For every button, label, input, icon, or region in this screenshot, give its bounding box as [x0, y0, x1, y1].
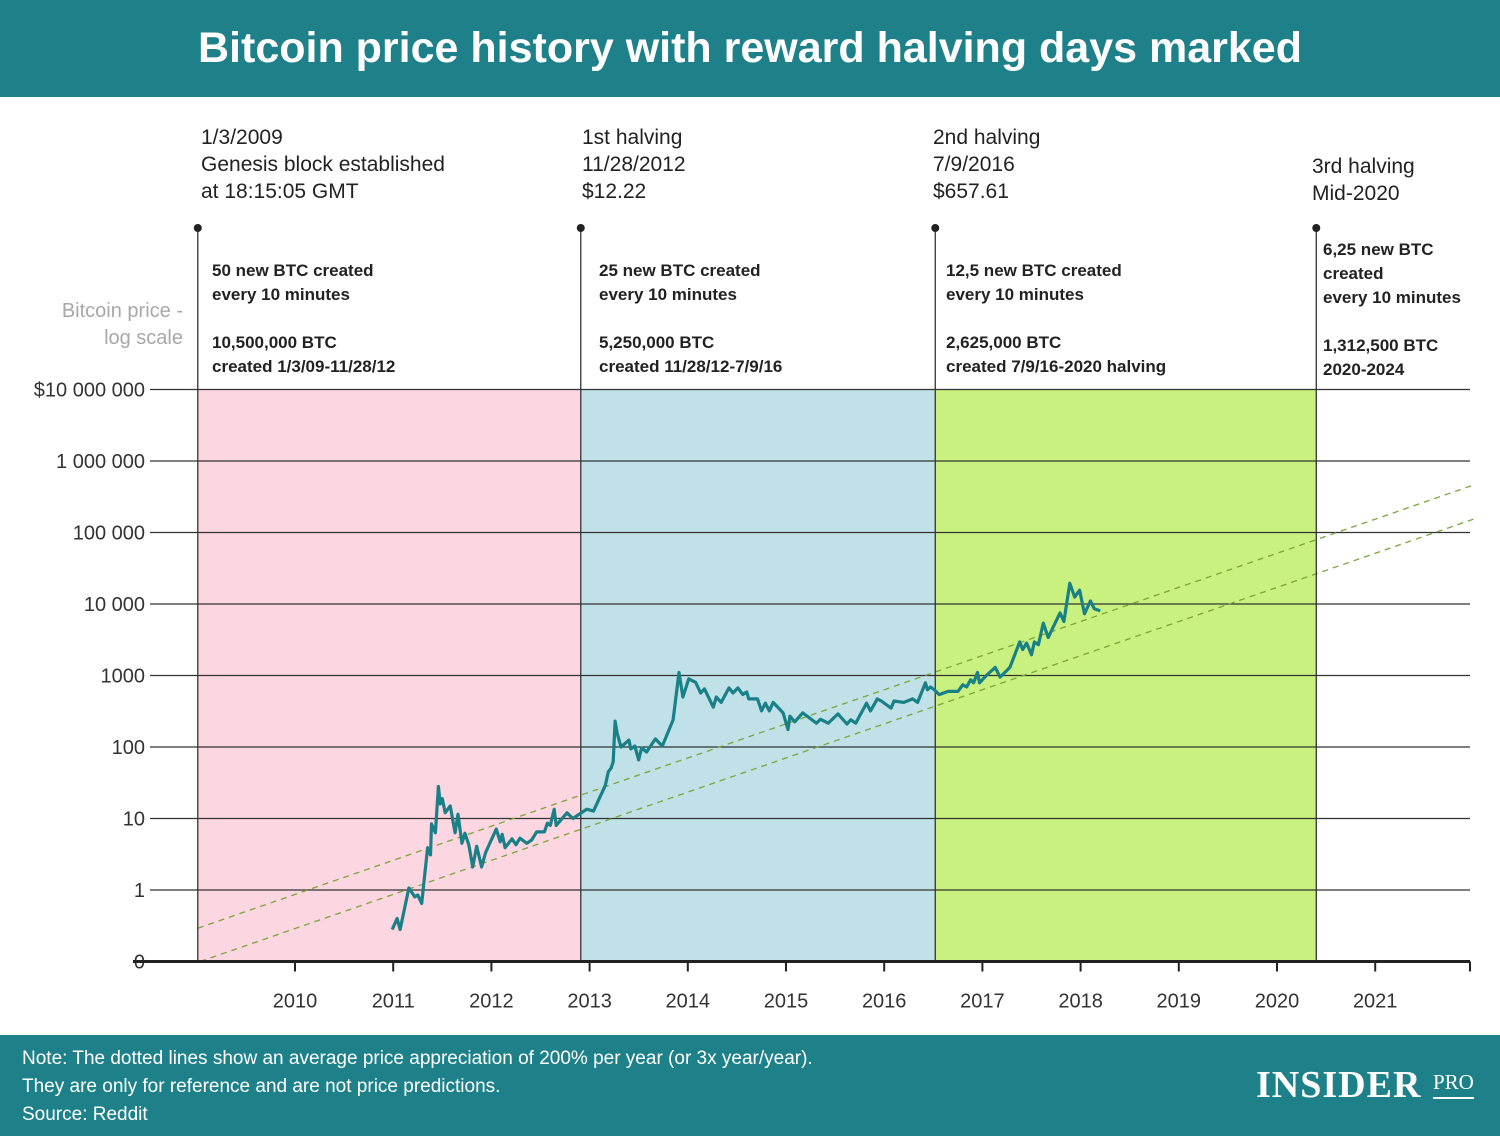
y-axis-title-line: log scale [104, 327, 183, 349]
era-detail-line: every 10 minutes [212, 285, 350, 304]
x-tick-label: 2021 [1353, 991, 1398, 1013]
era-detail-line: created 1/3/09-11/28/12 [212, 357, 396, 376]
era-4-heading: 3rd halving Mid-2020 [1312, 153, 1415, 207]
footnote: Note: The dotted lines show an average p… [22, 1045, 813, 1129]
era-detail-line: 50 new BTC created [212, 261, 374, 280]
event-markers [193, 224, 1321, 962]
y-tick-label: 1 000 000 [56, 451, 145, 473]
price-series [390, 581, 1101, 932]
event-marker-dot [193, 224, 202, 232]
event-marker-dot [576, 224, 585, 232]
x-tick-label: 2020 [1255, 991, 1300, 1013]
era-heading-line: Mid-2020 [1312, 182, 1400, 205]
era-heading-line: 11/28/2012 [582, 153, 686, 176]
reference-line-3x-per-year [199, 518, 1474, 963]
era-heading-line: 2nd halving [933, 126, 1041, 149]
era-detail-line: 2020-2024 [1323, 360, 1405, 379]
era-heading-line: Genesis block established [201, 153, 445, 176]
insider-logo: INSIDER [1256, 1064, 1422, 1106]
event-marker-dot [931, 224, 940, 232]
era-detail-line: 5,250,000 BTC [599, 333, 715, 352]
footnote-line: They are only for reference and are not … [22, 1076, 501, 1097]
x-tick-label: 2012 [469, 991, 514, 1013]
era-3-details: 12,5 new BTC created every 10 minutes 2,… [946, 259, 1166, 379]
footer-band: Note: The dotted lines show an average p… [0, 1035, 1500, 1136]
reference-line-3x-per-year [197, 484, 1474, 929]
era-heading-line: 1/3/2009 [201, 126, 283, 149]
x-tick-label: 2013 [567, 991, 612, 1013]
footnote-line: Note: The dotted lines show an average p… [22, 1048, 813, 1069]
era-detail-line: 10,500,000 BTC [212, 333, 337, 352]
era-1-heading: 1/3/2009 Genesis block established at 18… [201, 124, 445, 205]
x-tick-label: 2019 [1157, 991, 1202, 1013]
era-heading-line: $657.61 [933, 180, 1009, 203]
era-detail-line: created 7/9/16-2020 halving [946, 357, 1167, 376]
y-tick-label: $10 000 000 [34, 380, 145, 402]
era-heading-line: at 18:15:05 GMT [201, 180, 359, 203]
era-heading-line: 7/9/2016 [933, 153, 1015, 176]
era-2-details: 25 new BTC created every 10 minutes 5,25… [599, 259, 782, 379]
source-line: Source: Reddit [22, 1104, 148, 1125]
era-heading-line: 1st halving [582, 126, 683, 149]
gridlines [150, 388, 1470, 891]
era-detail-line: 2,625,000 BTC [946, 333, 1062, 352]
x-tick-label: 2015 [764, 991, 809, 1013]
x-tick-label: 2010 [273, 991, 318, 1013]
era-heading-line: $12.22 [582, 180, 647, 203]
era-detail-line: created [1323, 264, 1384, 283]
era-3-heading: 2nd halving 7/9/2016 $657.61 [933, 124, 1040, 205]
x-tick-label: 2018 [1058, 991, 1103, 1013]
y-axis-title-line: Bitcoin price - [61, 300, 183, 322]
era-1-details: 50 new BTC created every 10 minutes 10,5… [212, 259, 395, 379]
x-tick-label: 2016 [862, 991, 907, 1013]
y-tick-label: 10 [123, 809, 145, 831]
era-detail-line: 12,5 new BTC created [946, 261, 1122, 280]
insider-pro-badge: PRO [1433, 1070, 1474, 1099]
y-tick-label: 10 000 [84, 594, 145, 616]
y-tick-label: 100 [112, 737, 145, 759]
era-detail-line: created 11/28/12-7/9/16 [599, 357, 783, 376]
y-axis-title: Bitcoin price - log scale [20, 298, 183, 352]
header-band: Bitcoin price history with reward halvin… [0, 0, 1500, 97]
x-tick-label: 2014 [666, 991, 711, 1013]
y-tick-label: 100 000 [73, 523, 145, 545]
era-detail-line: every 10 minutes [1323, 288, 1461, 307]
era-heading-line: 3rd halving [1312, 155, 1415, 178]
era-detail-line: 25 new BTC created [599, 261, 761, 280]
event-marker-dot [1312, 224, 1321, 232]
x-tick-label: 2011 [372, 991, 415, 1013]
reference-lines [197, 484, 1474, 963]
era-2-heading: 1st halving 11/28/2012 $12.22 [582, 124, 686, 205]
era-detail-line: every 10 minutes [599, 285, 737, 304]
price-line [390, 581, 1101, 932]
y-tick-label: 1 [134, 880, 145, 902]
y-tick-label: 1000 [101, 666, 146, 688]
x-tick-label: 2017 [960, 991, 1005, 1013]
era-detail-line: every 10 minutes [946, 285, 1084, 304]
era-detail-line: 1,312,500 BTC [1323, 336, 1439, 355]
era-4-details: 6,25 new BTC created every 10 minutes 1,… [1323, 238, 1461, 382]
chart-title: Bitcoin price history with reward halvin… [198, 24, 1302, 72]
era-detail-line: 6,25 new BTC [1323, 240, 1434, 259]
